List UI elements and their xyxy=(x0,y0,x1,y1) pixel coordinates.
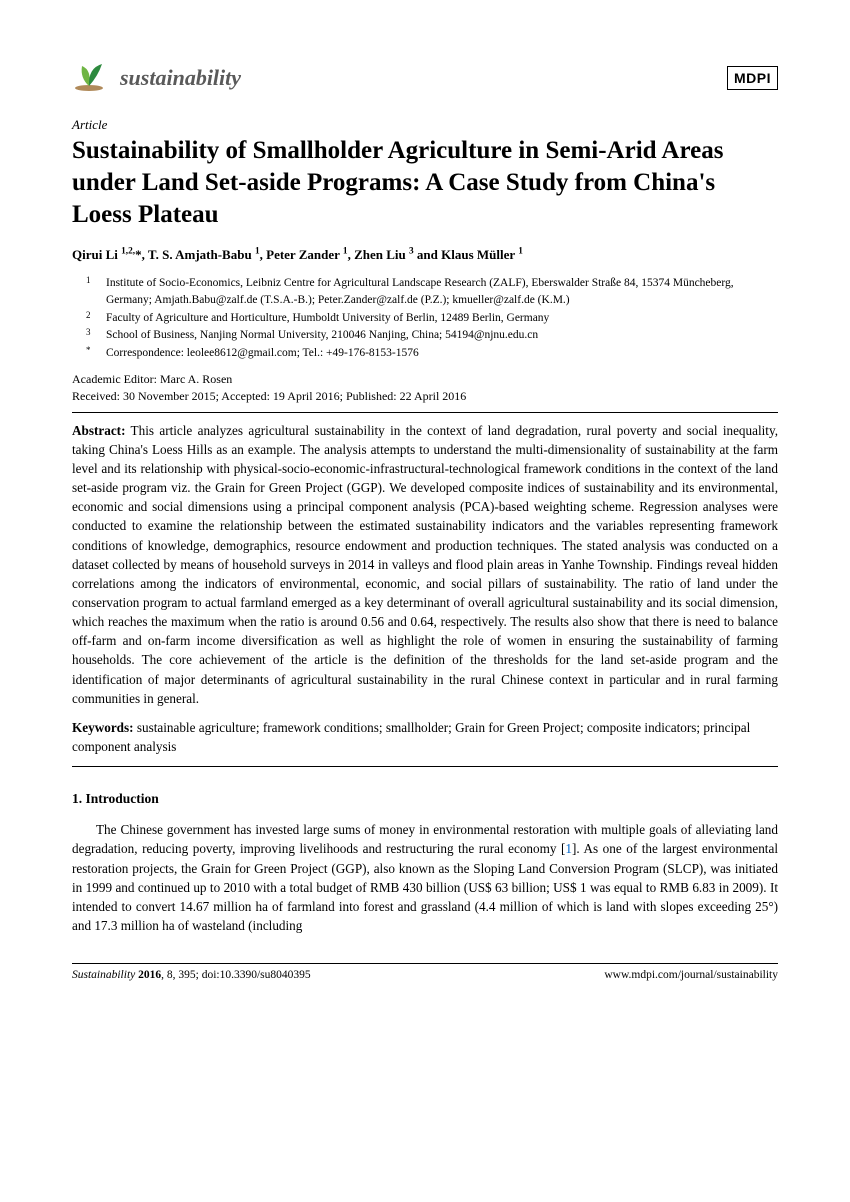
author-list: Qirui Li 1,2,*, T. S. Amjath-Babu 1, Pet… xyxy=(72,247,778,263)
article-title: Sustainability of Smallholder Agricultur… xyxy=(72,135,778,231)
section-heading-introduction: 1. Introduction xyxy=(72,791,778,807)
academic-editor: Academic Editor: Marc A. Rosen xyxy=(72,372,778,387)
citation-link[interactable]: 1 xyxy=(565,841,572,856)
journal-brand: sustainability xyxy=(72,58,241,97)
journal-name: sustainability xyxy=(120,65,241,91)
divider xyxy=(72,766,778,767)
abstract-label: Abstract: xyxy=(72,423,125,438)
article-type: Article xyxy=(72,117,778,133)
affiliation-row: 2 Faculty of Agriculture and Horticulture… xyxy=(86,310,778,327)
affiliation-text: School of Business, Nanjing Normal Unive… xyxy=(106,327,538,344)
affiliation-marker: 2 xyxy=(86,309,96,326)
affiliation-text: Faculty of Agriculture and Horticulture,… xyxy=(106,310,549,327)
article-dates: Received: 30 November 2015; Accepted: 19… xyxy=(72,389,778,404)
affiliations: 1 Institute of Socio-Economics, Leibniz C… xyxy=(72,275,778,361)
keywords-text: sustainable agriculture; framework condi… xyxy=(72,720,750,754)
page-header: sustainability MDPI xyxy=(72,58,778,97)
abstract: Abstract: This article analyzes agricult… xyxy=(72,421,778,708)
affiliation-marker: * xyxy=(86,344,96,361)
affiliation-text: Institute of Socio-Economics, Leibniz Ce… xyxy=(106,275,778,308)
affiliation-row: * Correspondence: leolee8612@gmail.com; T… xyxy=(86,345,778,362)
affiliation-text: Correspondence: leolee8612@gmail.com; Te… xyxy=(106,345,419,362)
abstract-text: This article analyzes agricultural susta… xyxy=(72,423,778,706)
footer-url: www.mdpi.com/journal/sustainability xyxy=(604,969,778,981)
footer-citation: Sustainability 2016, 8, 395; doi:10.3390… xyxy=(72,969,311,981)
affiliation-marker: 3 xyxy=(86,326,96,343)
affiliation-row: 3 School of Business, Nanjing Normal Univ… xyxy=(86,327,778,344)
keywords: Keywords: sustainable agriculture; frame… xyxy=(72,718,778,756)
affiliation-marker: 1 xyxy=(86,274,96,307)
sustainability-logo-icon xyxy=(72,58,112,97)
publisher-logo: MDPI xyxy=(727,66,778,90)
keywords-label: Keywords: xyxy=(72,720,134,735)
page-footer: Sustainability 2016, 8, 395; doi:10.3390… xyxy=(72,963,778,981)
divider xyxy=(72,412,778,413)
introduction-paragraph: The Chinese government has invested larg… xyxy=(72,820,778,935)
affiliation-row: 1 Institute of Socio-Economics, Leibniz C… xyxy=(86,275,778,308)
